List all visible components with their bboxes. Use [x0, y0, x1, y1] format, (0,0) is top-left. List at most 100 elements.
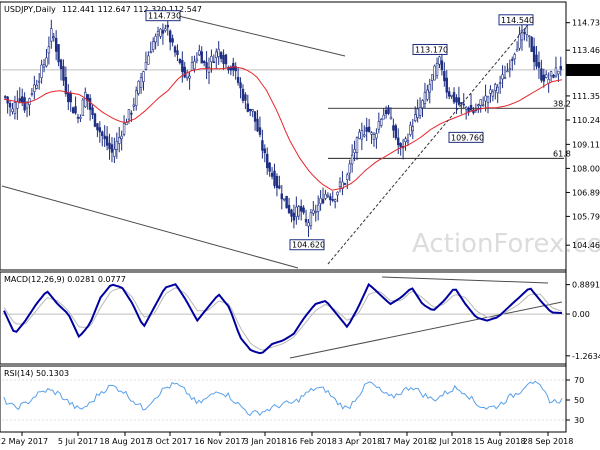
candle-body — [452, 92, 456, 103]
candle-body — [144, 62, 148, 70]
candle-body — [219, 52, 223, 59]
candle-body — [411, 126, 414, 132]
candle-body — [484, 95, 487, 102]
candle-body — [198, 50, 201, 56]
candle-body — [25, 102, 29, 109]
candle-body — [404, 138, 407, 143]
candle-body — [30, 93, 34, 95]
candle-body — [506, 70, 509, 73]
candle-body — [496, 86, 499, 94]
candle-body — [118, 137, 121, 144]
candle-body — [384, 109, 388, 115]
candle-body — [333, 199, 337, 202]
candle-body — [249, 108, 252, 112]
x-tick-label: 16 Nov 2017 — [194, 437, 245, 446]
candle-body — [486, 96, 490, 103]
candle-body — [535, 54, 538, 67]
candle-body — [217, 48, 220, 57]
candle-body — [433, 65, 436, 81]
candle-body — [188, 75, 191, 79]
candle-body — [431, 74, 434, 81]
candle-body — [81, 99, 85, 116]
candle-body — [11, 108, 14, 112]
candle-body — [239, 82, 242, 89]
candle-body — [207, 67, 211, 73]
candle-body — [387, 107, 390, 114]
candle-body — [331, 199, 334, 201]
current-price-label: 112.547 — [569, 66, 600, 75]
candle-body — [530, 36, 533, 52]
price-tick-label: 114.730 — [572, 19, 600, 28]
candle-body — [350, 154, 354, 165]
candle-body — [202, 60, 206, 63]
moving-average-line — [3, 66, 563, 191]
candle-body — [258, 127, 262, 135]
candle-body — [149, 51, 152, 54]
chart-ohlc: 112.441 112.647 112.320 112.547 — [62, 5, 202, 14]
candle-body — [421, 100, 424, 109]
candle-body — [397, 137, 400, 146]
candle-body — [445, 77, 448, 93]
candle-body — [326, 194, 330, 197]
candle-body — [193, 61, 196, 70]
candle-body — [443, 71, 446, 82]
x-tick-label: 16 Feb 2018 — [287, 437, 337, 446]
candle-body — [275, 175, 279, 188]
candle-body — [253, 111, 257, 122]
candle-body — [389, 116, 393, 120]
candle-body — [503, 77, 507, 79]
candle-body — [246, 103, 250, 112]
candle-body — [8, 102, 12, 108]
candle-body — [457, 97, 461, 105]
candle-body — [314, 211, 317, 213]
candle-body — [183, 66, 186, 78]
candle-body — [549, 71, 553, 77]
candle-body — [513, 54, 516, 60]
candle-body — [79, 116, 82, 119]
candle-body — [88, 97, 92, 110]
price-label-text: 109.760 — [451, 133, 484, 142]
candle-body — [520, 29, 524, 41]
candle-body — [498, 82, 502, 84]
candle-body — [42, 64, 46, 68]
candle-body — [355, 137, 359, 153]
candle-body — [178, 58, 182, 64]
candle-body — [508, 68, 512, 71]
candle-body — [142, 71, 145, 82]
candle-body — [171, 38, 174, 43]
candle-body — [370, 132, 373, 135]
price-y-axis: 114.730 113.460 111.350 110.240 109.115 108.0… — [566, 19, 600, 250]
x-tick-label: 3 Oct 2017 — [148, 437, 192, 446]
candle-body — [261, 140, 264, 151]
candle-body — [532, 46, 536, 63]
candle-body — [358, 131, 361, 139]
candle-body — [147, 55, 150, 65]
candle-body — [76, 116, 80, 119]
trend-lines — [1, 13, 563, 359]
candle-body — [467, 108, 470, 113]
candle-body — [365, 127, 368, 132]
candle-body — [222, 55, 225, 64]
candle-body — [13, 102, 17, 114]
candle-body — [525, 26, 529, 35]
price-label-text: 104.620 — [292, 241, 325, 250]
fib-retracement-label: 38.2 — [553, 99, 571, 108]
guide-lines: 38.2 61.8 — [2, 69, 571, 421]
lower-channel-line — [1, 185, 299, 269]
x-tick-label: 3 Jan 2018 — [244, 437, 287, 446]
candle-body — [287, 204, 291, 213]
candle-body — [108, 142, 111, 150]
candle-body — [115, 141, 119, 150]
candle-body — [518, 34, 521, 49]
macd-tick-label: 0.8891 — [572, 281, 600, 290]
price-label-box — [289, 239, 325, 251]
price-label-box — [145, 10, 181, 22]
candle-body — [161, 30, 165, 34]
candle-body — [229, 66, 233, 71]
candle-body — [377, 121, 381, 130]
candle-body — [290, 209, 293, 217]
price-tick-label: 105.790 — [572, 212, 600, 221]
candle-body — [241, 88, 245, 101]
candle-body — [414, 114, 417, 121]
candle-body — [554, 67, 558, 77]
